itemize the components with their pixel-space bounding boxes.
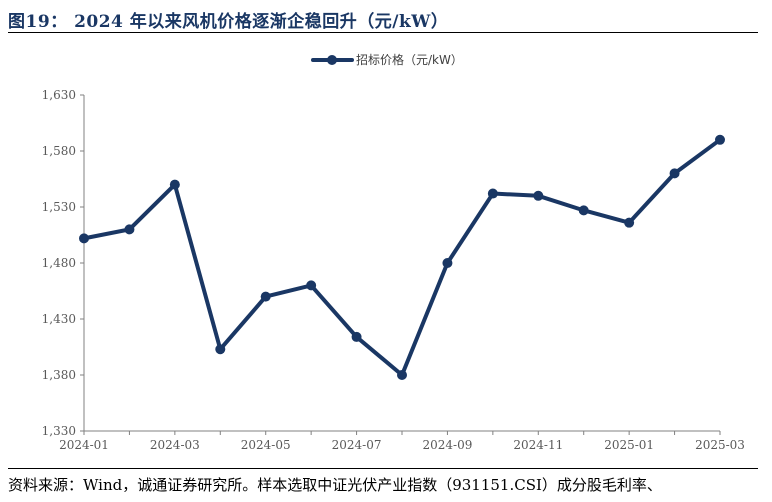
data-point — [351, 331, 362, 342]
x-tick-label: 2025-01 — [604, 438, 654, 452]
figure-title: 图19： 2024 年以来风机价格逐渐企稳回升（元/kW） — [8, 12, 449, 32]
data-point — [306, 280, 317, 291]
x-tick-label: 2024-03 — [150, 438, 200, 452]
y-tick-label: 1,330 — [42, 424, 76, 438]
x-tick-label: 2024-07 — [332, 438, 382, 452]
data-point — [124, 224, 135, 235]
data-point — [169, 179, 180, 190]
y-tick-label: 1,630 — [42, 88, 76, 102]
y-tick-label: 1,480 — [42, 256, 76, 270]
legend-label: 招标价格（元/kW） — [356, 52, 463, 67]
y-tick-label: 1,530 — [42, 200, 76, 214]
data-point — [260, 291, 271, 302]
chart-series — [79, 134, 725, 380]
data-point — [442, 258, 453, 268]
data-point — [533, 190, 544, 201]
line-chart: 1,330 1,380 1,430 1,480 1,530 1,580 1,630 2024… — [42, 52, 745, 452]
x-tick-label: 2024-09 — [422, 438, 472, 452]
y-tick-label: 1,380 — [42, 368, 76, 382]
data-point — [624, 217, 635, 228]
chart-axes — [80, 94, 721, 435]
figure-header: 图19： 2024 年以来风机价格逐渐企稳回升（元/kW） — [8, 4, 758, 33]
source-divider — [8, 468, 758, 469]
legend-marker — [327, 55, 337, 65]
x-tick-label: 2024-11 — [513, 438, 563, 452]
source-note: 资料来源：Wind，诚通证券研究所。样本选取中证光伏产业指数（931151.CS… — [8, 476, 662, 494]
x-tick-label: 2025-03 — [695, 438, 745, 452]
chart-legend: 招标价格（元/kW） — [311, 52, 463, 67]
y-axis-tick-labels: 1,330 1,380 1,430 1,480 1,530 1,580 1,630 — [42, 88, 76, 438]
data-point — [669, 168, 680, 179]
data-point — [79, 233, 89, 244]
series-line — [82, 137, 722, 377]
x-axis-tick-labels: 2024-01 2024-03 2024-05 2024-07 2024-09 2024-… — [59, 438, 745, 452]
data-point — [578, 205, 589, 216]
x-tick-label: 2024-01 — [59, 438, 109, 452]
data-point — [215, 344, 226, 355]
data-point — [397, 370, 407, 380]
y-tick-label: 1,580 — [42, 144, 76, 158]
y-tick-label: 1,430 — [42, 312, 76, 326]
data-point — [487, 188, 498, 199]
x-tick-label: 2024-05 — [241, 438, 291, 452]
data-point — [715, 134, 725, 145]
